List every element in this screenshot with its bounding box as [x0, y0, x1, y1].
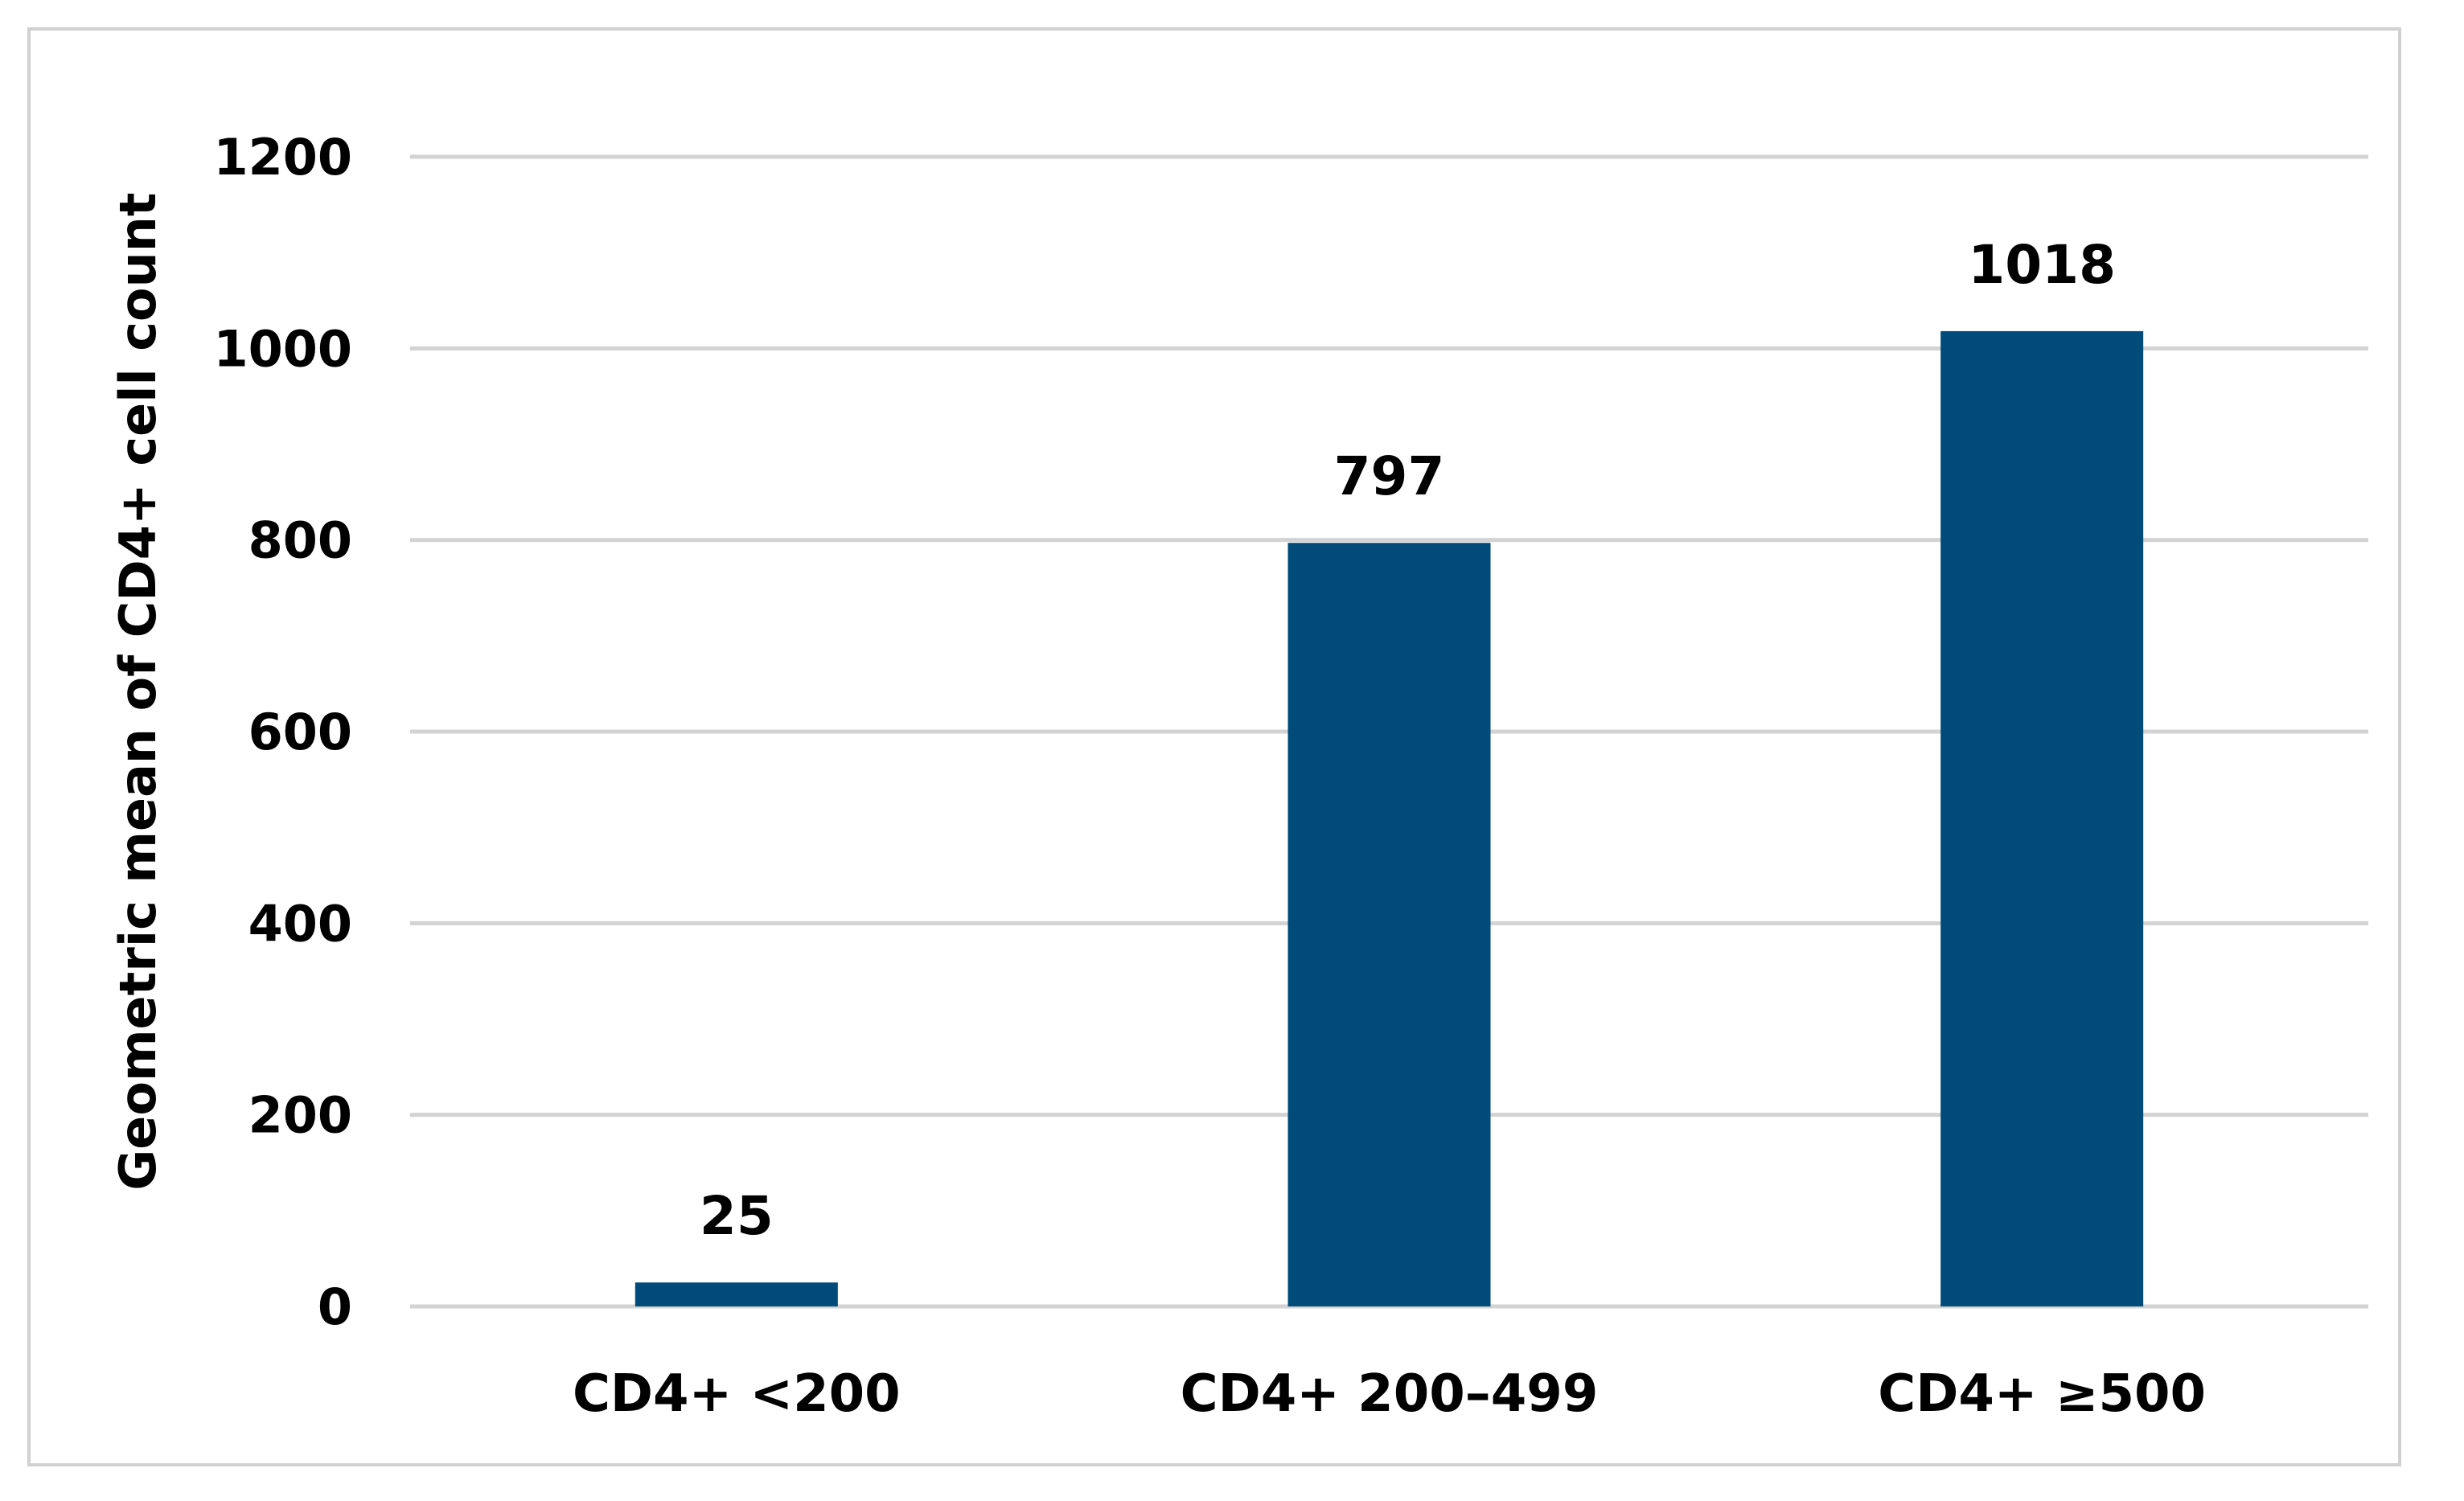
category-label: CD4+ ≥500	[1878, 1364, 2206, 1424]
data-label: 797	[1334, 445, 1445, 507]
category-label: CD4+ 200–499	[1181, 1364, 1599, 1424]
category-label: CD4+ <200	[573, 1364, 901, 1424]
bar	[634, 1282, 838, 1306]
data-labels: 25 797 1018	[700, 234, 2116, 1247]
data-label: 25	[700, 1185, 774, 1247]
y-tick-label: 0	[318, 1277, 352, 1336]
y-tick-label: 600	[248, 703, 352, 761]
y-axis-ticks: 0 200 400 600 800 1000 1200	[213, 128, 352, 1336]
bars	[634, 330, 2144, 1307]
data-label: 1018	[1968, 234, 2116, 296]
y-tick-label: 800	[248, 511, 352, 570]
x-axis-categories: CD4+ <200 CD4+ 200–499 CD4+ ≥500	[573, 1364, 2206, 1424]
y-tick-label: 1000	[213, 319, 352, 378]
bar	[1287, 543, 1491, 1306]
y-tick-label: 400	[248, 894, 352, 953]
y-axis-title: Geometric mean of CD4+ cell count	[109, 192, 167, 1190]
y-tick-label: 1200	[213, 128, 352, 187]
bar	[1940, 330, 2144, 1307]
y-tick-label: 200	[248, 1086, 352, 1145]
